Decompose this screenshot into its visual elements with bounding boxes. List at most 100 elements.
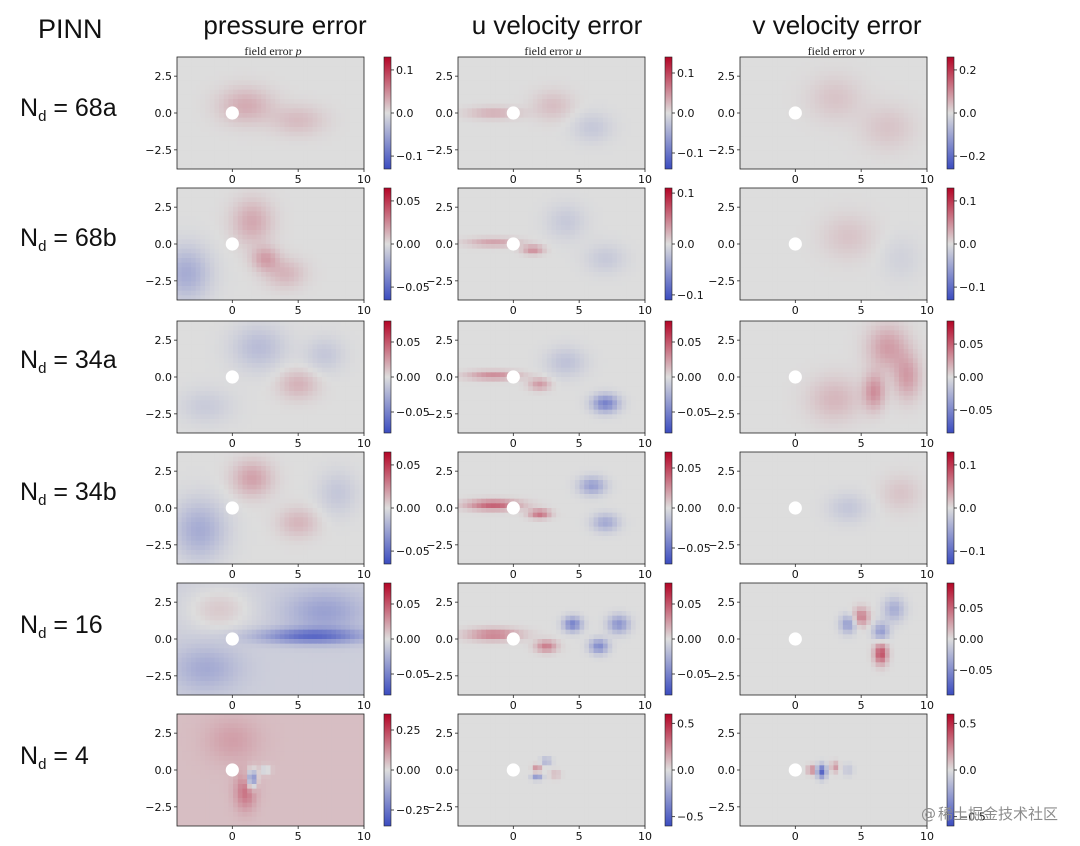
field-cell: [205, 197, 211, 203]
field-cell: [495, 75, 501, 81]
field-cell: [523, 197, 529, 203]
field-cell: [796, 57, 802, 63]
field-cell: [612, 262, 618, 268]
field-cell: [621, 122, 627, 128]
field-cell: [458, 234, 464, 240]
field-cell: [312, 85, 318, 91]
field-cell: [181, 262, 187, 268]
field-cell: [237, 258, 244, 264]
field-cell: [635, 155, 641, 161]
field-cell: [186, 117, 192, 123]
field-cell: [796, 89, 802, 95]
field-cell: [640, 281, 645, 287]
field-cell: [486, 117, 492, 123]
field-cell: [200, 164, 206, 169]
field-cell: [805, 80, 811, 86]
field-cell: [195, 202, 201, 208]
field-cell: [588, 145, 595, 151]
field-cell: [481, 71, 487, 77]
field-cell: [476, 276, 482, 282]
field-cell: [884, 99, 891, 105]
field-cell: [458, 239, 464, 245]
field-cell: [191, 66, 197, 72]
field-cell: [181, 164, 187, 169]
field-cell: [838, 75, 844, 81]
field-cell: [307, 71, 314, 77]
field-cell: [616, 281, 623, 287]
field-cell: [195, 234, 201, 240]
field-cell: [612, 281, 618, 287]
field-cell: [588, 66, 595, 72]
field-cell: [754, 94, 760, 100]
field-cell: [275, 234, 281, 240]
field-cell: [228, 216, 234, 222]
field-cell: [908, 71, 914, 77]
field-cell: [289, 57, 295, 63]
field-cell: [289, 206, 295, 212]
field-cell: [607, 89, 613, 95]
field-cell: [598, 136, 604, 142]
field-cell: [462, 239, 468, 245]
field-cell: [786, 122, 793, 128]
field-cell: [532, 216, 539, 222]
field-cell: [237, 230, 244, 236]
field-cell: [237, 99, 244, 105]
field-cell: [903, 75, 909, 81]
field-cell: [354, 295, 360, 300]
field-cell: [335, 127, 342, 133]
field-cell: [542, 281, 548, 287]
field-cell: [242, 61, 248, 67]
field-cell: [233, 94, 239, 100]
field-cell: [181, 295, 187, 300]
field-cell: [467, 108, 473, 114]
field-cell: [293, 159, 300, 165]
field-cell: [870, 164, 877, 169]
field-cell: [467, 117, 473, 123]
field-cell: [504, 117, 511, 123]
field-cell: [486, 272, 492, 278]
field-cell: [630, 267, 637, 273]
field-cell: [490, 281, 496, 287]
field-cell: [842, 131, 849, 137]
field-cell: [233, 141, 239, 147]
field-cell: [635, 290, 641, 296]
field-cell: [602, 206, 609, 212]
field-cell: [782, 127, 788, 133]
field-cell: [326, 66, 332, 72]
field-cell: [247, 57, 253, 63]
field-cell: [303, 253, 309, 259]
field-cell: [354, 276, 360, 282]
field-cell: [740, 159, 746, 165]
field-cell: [476, 99, 482, 105]
field-cell: [247, 267, 253, 273]
field-cell: [537, 85, 543, 91]
field-cell: [847, 155, 853, 161]
field-cell: [814, 136, 821, 142]
field-cell: [335, 244, 342, 250]
field-cell: [866, 188, 872, 194]
field-cell: [838, 150, 844, 156]
field-cell: [616, 66, 623, 72]
field-cell: [495, 267, 501, 273]
field-cell: [588, 192, 595, 198]
field-cell: [523, 202, 529, 208]
field-cell: [486, 234, 492, 240]
field-cell: [537, 202, 543, 208]
field-cell: [518, 127, 525, 133]
field-cell: [261, 71, 267, 77]
field-cell: [903, 136, 909, 142]
field-cell: [462, 150, 468, 156]
field-cell: [607, 99, 613, 105]
field-cell: [640, 141, 645, 147]
field-cell: [261, 75, 267, 81]
field-cell: [293, 89, 300, 95]
field-cell: [219, 234, 225, 240]
field-cell: [228, 57, 234, 63]
field-cell: [777, 188, 783, 194]
field-cell: [237, 141, 244, 147]
field-cell: [486, 66, 492, 72]
field-cell: [542, 80, 548, 86]
field-cell: [321, 290, 328, 296]
field-cell: [256, 127, 262, 133]
field-cell: [621, 202, 627, 208]
